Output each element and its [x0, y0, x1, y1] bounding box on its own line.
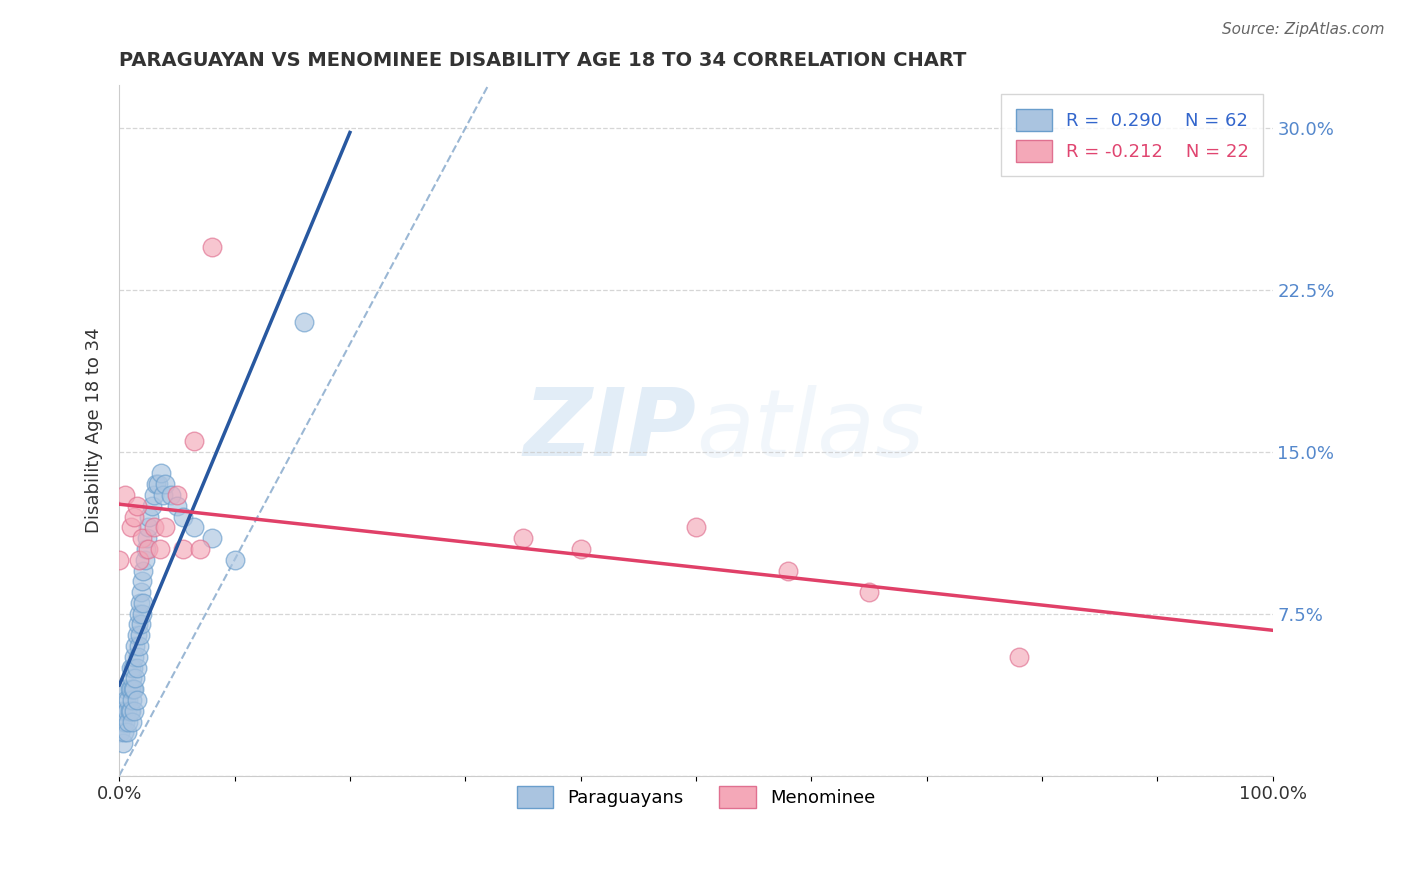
Point	[122, 649, 145, 664]
Point	[108, 553, 131, 567]
Point	[118, 682, 141, 697]
Point	[121, 672, 143, 686]
Point	[512, 531, 534, 545]
Point	[127, 617, 149, 632]
Point	[155, 477, 177, 491]
Point	[131, 607, 153, 621]
Point	[120, 660, 142, 674]
Point	[117, 704, 139, 718]
Point	[136, 541, 159, 556]
Point	[183, 520, 205, 534]
Point	[110, 725, 132, 739]
Point	[172, 509, 194, 524]
Point	[122, 509, 145, 524]
Point	[127, 649, 149, 664]
Point	[200, 240, 222, 254]
Point	[122, 660, 145, 674]
Point	[132, 596, 155, 610]
Point	[128, 639, 150, 653]
Point	[118, 704, 141, 718]
Point	[128, 553, 150, 567]
Point	[115, 693, 138, 707]
Point	[117, 714, 139, 729]
Point	[134, 553, 156, 567]
Point	[131, 574, 153, 589]
Point	[292, 315, 315, 329]
Point	[858, 585, 880, 599]
Point	[166, 499, 188, 513]
Point	[125, 628, 148, 642]
Point	[142, 520, 165, 534]
Point	[129, 596, 152, 610]
Point	[160, 488, 183, 502]
Point	[114, 682, 136, 697]
Point	[149, 541, 172, 556]
Point	[108, 704, 131, 718]
Point	[122, 704, 145, 718]
Point	[121, 693, 143, 707]
Point	[125, 693, 148, 707]
Point	[117, 725, 139, 739]
Point	[128, 607, 150, 621]
Point	[112, 725, 135, 739]
Point	[129, 585, 152, 599]
Text: ZIP: ZIP	[523, 384, 696, 476]
Point	[131, 531, 153, 545]
Text: Source: ZipAtlas.com: Source: ZipAtlas.com	[1222, 22, 1385, 37]
Legend: Paraguayans, Menominee: Paraguayans, Menominee	[509, 779, 883, 814]
Point	[121, 714, 143, 729]
Point	[141, 499, 163, 513]
Point	[1008, 649, 1031, 664]
Point	[120, 682, 142, 697]
Point	[136, 520, 159, 534]
Point	[129, 628, 152, 642]
Point	[111, 736, 134, 750]
Point	[148, 477, 170, 491]
Y-axis label: Disability Age 18 to 34: Disability Age 18 to 34	[86, 327, 103, 533]
Point	[124, 639, 146, 653]
Point	[114, 488, 136, 502]
Point	[166, 488, 188, 502]
Point	[120, 704, 142, 718]
Text: PARAGUAYAN VS MENOMINEE DISABILITY AGE 18 TO 34 CORRELATION CHART: PARAGUAYAN VS MENOMINEE DISABILITY AGE 1…	[120, 51, 967, 70]
Point	[183, 434, 205, 449]
Point	[145, 477, 167, 491]
Point	[778, 564, 800, 578]
Point	[172, 541, 194, 556]
Point	[569, 541, 592, 556]
Point	[122, 682, 145, 697]
Point	[200, 531, 222, 545]
Point	[120, 520, 142, 534]
Text: atlas: atlas	[696, 384, 924, 475]
Point	[685, 520, 707, 534]
Point	[138, 509, 160, 524]
Point	[125, 499, 148, 513]
Point	[188, 541, 211, 556]
Point	[132, 564, 155, 578]
Point	[152, 488, 174, 502]
Point	[136, 531, 159, 545]
Point	[111, 704, 134, 718]
Point	[125, 660, 148, 674]
Point	[124, 672, 146, 686]
Point	[142, 488, 165, 502]
Point	[135, 541, 157, 556]
Point	[155, 520, 177, 534]
Point	[129, 617, 152, 632]
Point	[149, 467, 172, 481]
Point	[117, 693, 139, 707]
Point	[224, 553, 246, 567]
Point	[122, 682, 145, 697]
Point	[110, 714, 132, 729]
Point	[114, 714, 136, 729]
